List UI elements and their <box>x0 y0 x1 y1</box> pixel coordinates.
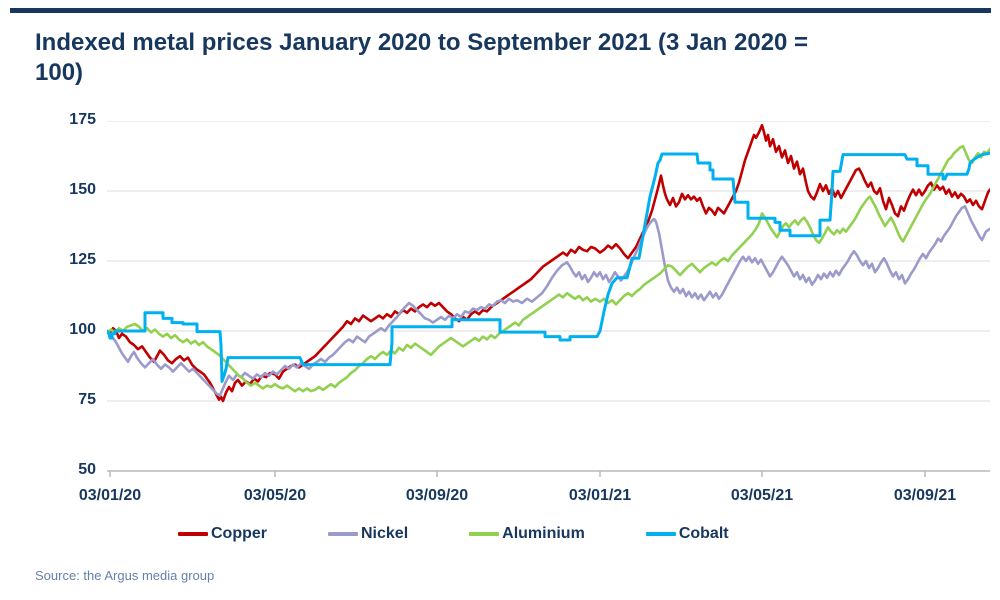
y-axis-label-175: 175 <box>69 111 96 128</box>
x-axis-label-2: 03/09/20 <box>405 487 469 504</box>
top-accent-rule <box>10 8 991 13</box>
legend-label-aluminium: Aluminium <box>502 525 585 542</box>
legend-item-cobalt: Cobalt <box>645 524 729 544</box>
legend-swatch-nickel <box>328 532 358 536</box>
series-line-cobalt <box>107 151 990 383</box>
y-axis-label-100: 100 <box>69 321 96 338</box>
legend-label-cobalt: Cobalt <box>678 525 729 542</box>
series-line-aluminium <box>107 144 990 393</box>
legend: Copper Nickel Aluminium Cobalt <box>178 524 729 544</box>
legend-item-nickel: Nickel <box>328 524 408 544</box>
chart-title: Indexed metal prices January 2020 to Sep… <box>35 28 970 88</box>
x-axis-label-0: 03/01/20 <box>78 487 142 504</box>
chart-title-line1: Indexed metal prices January 2020 to Sep… <box>35 29 809 56</box>
chart-title-line2: 100) <box>35 59 84 86</box>
y-axis-label-150: 150 <box>69 181 96 198</box>
series-line-nickel <box>107 205 990 397</box>
y-axis-label-75: 75 <box>78 391 96 408</box>
y-axis-label-125: 125 <box>69 251 96 268</box>
legend-item-aluminium: Aluminium <box>469 524 585 544</box>
legend-swatch-copper <box>178 532 208 536</box>
x-axis-label-3: 03/01/21 <box>568 487 632 504</box>
legend-item-copper: Copper <box>178 524 267 544</box>
y-axis-label-50: 50 <box>78 461 96 478</box>
legend-label-nickel: Nickel <box>361 525 409 542</box>
legend-swatch-aluminium <box>469 532 500 536</box>
x-axis-label-4: 03/05/21 <box>730 487 794 504</box>
legend-swatch-cobalt <box>645 532 676 536</box>
x-axis-label-5: 03/09/21 <box>893 487 957 504</box>
source-attribution: Source: the Argus media group <box>35 568 215 583</box>
series-line-copper <box>107 123 990 403</box>
x-axis-label-1: 03/05/20 <box>243 487 307 504</box>
plot-area <box>107 121 990 477</box>
legend-label-copper: Copper <box>211 525 267 542</box>
